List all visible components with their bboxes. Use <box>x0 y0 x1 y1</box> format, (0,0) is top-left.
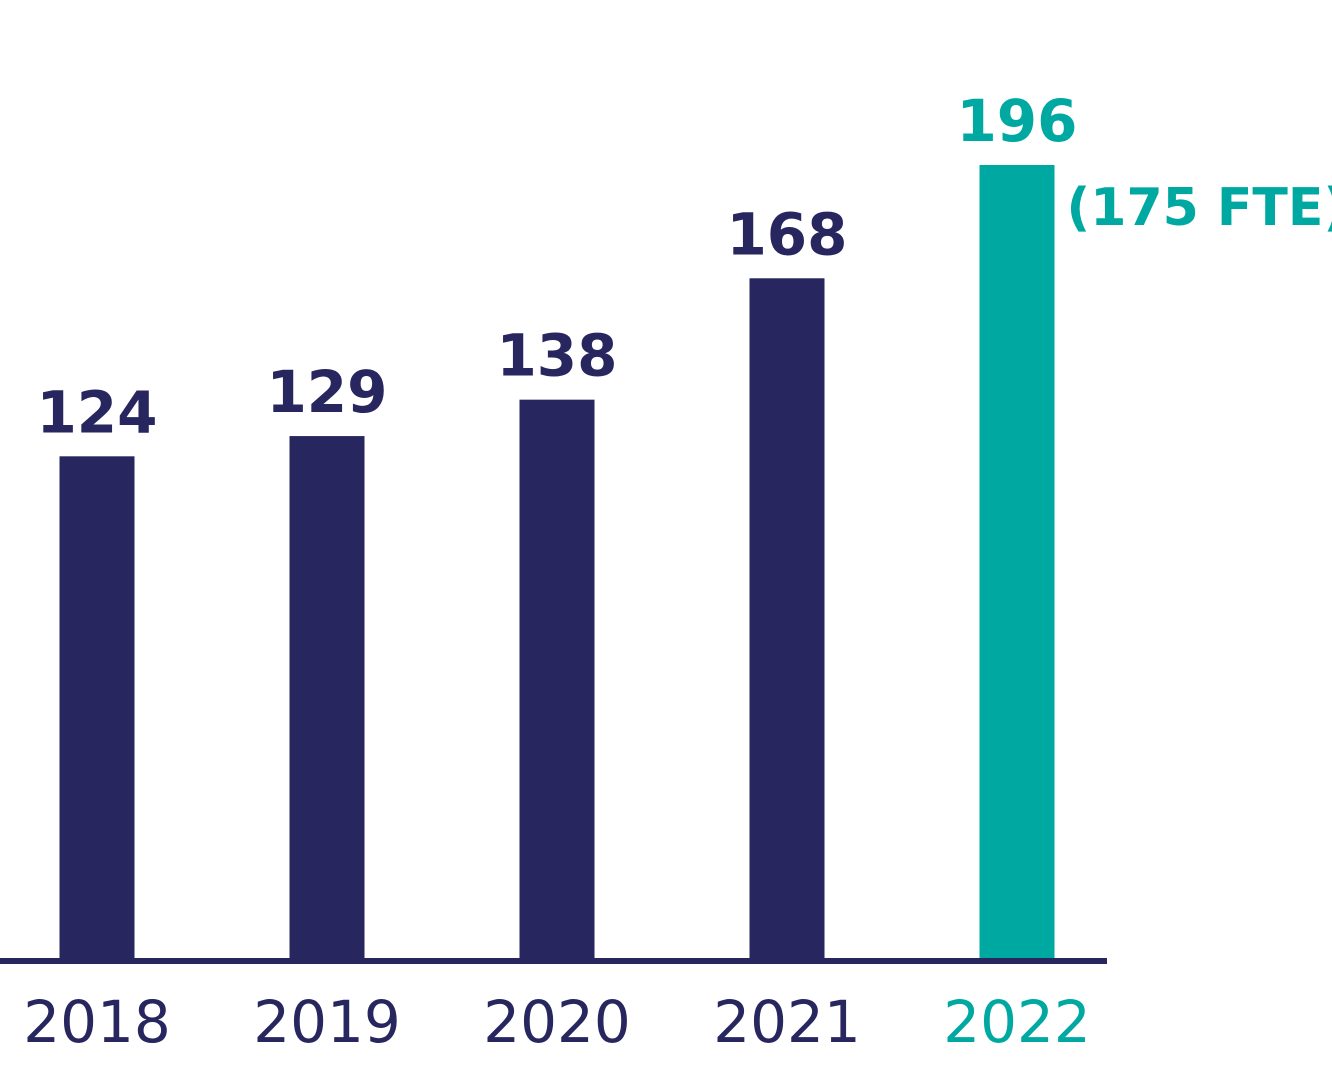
bar-2018 <box>59 456 135 958</box>
value-labels-group: 124 129 138 168 196 <box>36 87 1077 446</box>
value-label-2021: 168 <box>726 200 847 268</box>
x-tick-label-2018: 2018 <box>23 988 171 1056</box>
value-label-2018: 124 <box>36 378 157 446</box>
bar-2019 <box>289 436 365 958</box>
bars-group <box>59 165 1055 958</box>
x-tick-label-2022: 2022 <box>943 988 1091 1056</box>
x-tick-label-2020: 2020 <box>483 988 631 1056</box>
value-label-2022: 196 <box>956 87 1077 155</box>
x-tick-label-2019: 2019 <box>253 988 401 1056</box>
x-tick-label-2021: 2021 <box>713 988 861 1056</box>
value-label-2020: 138 <box>496 322 617 390</box>
bar-2022 <box>979 165 1055 958</box>
x-tick-labels-group: 2018 2019 2020 2021 2022 <box>23 988 1091 1056</box>
highlight-note-label: (175 FTE) <box>1067 178 1332 238</box>
bar-2021 <box>749 278 825 958</box>
value-label-2019: 129 <box>266 358 387 426</box>
bar-2020 <box>519 399 595 958</box>
